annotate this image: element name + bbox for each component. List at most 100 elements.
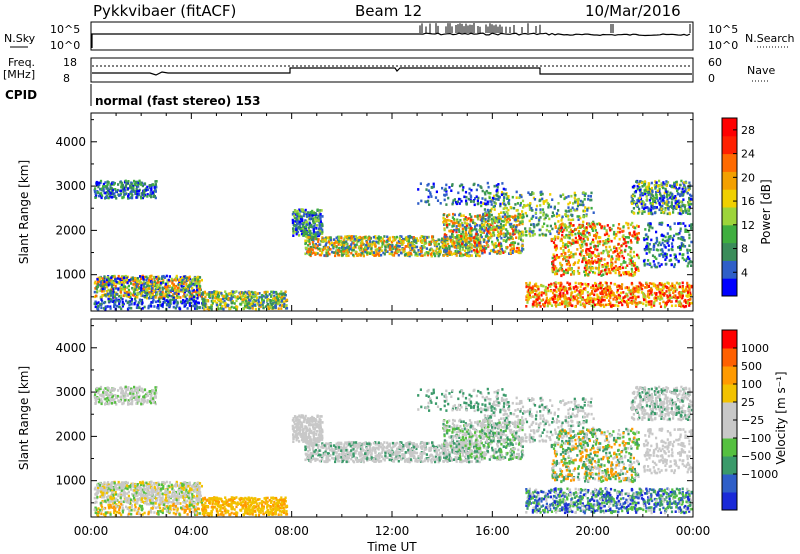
power-echo-cell	[554, 301, 557, 304]
power-echo-cell	[99, 187, 102, 191]
power-echo-cell	[106, 278, 109, 282]
power-echo-cell	[337, 243, 340, 246]
power-echo-cell	[502, 192, 505, 196]
power-echo-cell	[671, 282, 674, 285]
power-echo-cell	[183, 302, 186, 306]
power-echo-cell	[594, 247, 597, 251]
power-echo-cell	[335, 241, 338, 244]
power-echo-cell	[618, 230, 621, 234]
power-echo-cell	[522, 213, 525, 216]
power-echo-cell	[123, 285, 126, 288]
power-echo-cell	[312, 228, 315, 231]
power-echo-cell	[153, 284, 156, 288]
power-echo-cell	[453, 241, 456, 244]
power-echo-cell	[549, 205, 553, 209]
power-echo-cell	[298, 223, 301, 226]
power-echo-cell	[623, 238, 626, 241]
power-echo-cell	[150, 284, 153, 287]
power-echo-cell	[568, 209, 571, 212]
power-echo-cell	[384, 245, 387, 249]
power-echo-cell	[450, 251, 453, 254]
power-echo-cell	[493, 208, 496, 211]
power-echo-cell	[555, 215, 558, 218]
power-echo-cell	[510, 215, 513, 218]
power-echo-cell	[345, 243, 348, 246]
power-echo-cell	[219, 301, 222, 305]
power-echo-cell	[255, 293, 258, 297]
power-echo-cell	[171, 281, 174, 284]
power-echo-cell	[550, 239, 553, 243]
power-echo-cell	[369, 252, 372, 255]
power-echo-cell	[624, 300, 627, 304]
power-echo-cell	[255, 299, 258, 302]
power-echo-cell	[447, 250, 450, 254]
power-echo-cell	[111, 283, 114, 287]
power-echo-cell	[490, 213, 493, 217]
power-echo-cell	[505, 218, 508, 222]
power-echo-cell	[464, 231, 467, 234]
power-echo-cell	[319, 212, 322, 216]
power-echo-cell	[599, 281, 602, 285]
power-echo-cell	[435, 245, 439, 248]
power-echo-cell	[158, 284, 161, 287]
power-echo-cell	[662, 292, 665, 296]
power-echo-cell	[268, 307, 271, 310]
power-echo-cell	[259, 305, 262, 308]
power-echo-cell	[93, 188, 96, 192]
power-echo-cell	[588, 253, 592, 256]
power-echo-cell	[638, 288, 641, 291]
power-echo-cell	[104, 283, 107, 286]
power-echo-cell	[284, 290, 287, 294]
power-echo-cell	[210, 304, 213, 307]
power-echo-cell	[115, 282, 118, 285]
power-echo-cell	[307, 244, 310, 247]
power-echo-cell	[105, 281, 108, 284]
power-echo-cell	[564, 271, 567, 275]
power-echo-cell	[579, 232, 582, 236]
power-echo-cell	[574, 236, 577, 240]
power-echo-cell	[582, 237, 585, 241]
power-echo-cell	[122, 195, 125, 199]
power-echo-cell	[350, 251, 353, 255]
power-echo-cell	[123, 291, 126, 294]
power-echo-cell	[117, 287, 120, 290]
power-echo-cell	[134, 277, 137, 281]
power-echo-cell	[225, 292, 228, 296]
power-echo-cell	[570, 194, 573, 198]
power-echo-cell	[601, 295, 604, 299]
power-echo-cell	[180, 282, 183, 286]
power-echo-cell	[408, 254, 411, 258]
power-echo-cell	[438, 247, 441, 251]
power-echo-cell	[617, 304, 620, 308]
power-echo-cell	[256, 301, 259, 305]
power-echo-cell	[195, 292, 198, 296]
power-echo-cell	[459, 225, 462, 228]
power-echo-cell	[154, 296, 157, 299]
power-echo-cell	[509, 232, 512, 236]
power-echo-cell	[493, 204, 496, 208]
power-echo-cell	[531, 209, 534, 212]
power-echo-cell	[313, 217, 316, 220]
power-echo-cell	[186, 307, 189, 310]
power-echo-cell	[480, 204, 483, 208]
power-echo-cell	[409, 252, 413, 255]
power-echo-cell	[526, 301, 529, 304]
power-echo-cell	[226, 304, 229, 308]
power-echo-cell	[140, 294, 143, 297]
power-echo-cell	[141, 294, 144, 298]
power-echo-cell	[585, 228, 588, 232]
power-echo-cell	[577, 226, 580, 230]
power-echo-cell	[496, 252, 499, 255]
power-echo-cell	[496, 219, 499, 223]
power-echo-cell	[554, 272, 557, 276]
power-echo-cell	[498, 220, 501, 223]
power-echo-cell	[215, 303, 218, 307]
power-echo-cell	[610, 264, 614, 267]
power-echo-cell	[144, 295, 147, 299]
power-echo-cell	[548, 217, 551, 221]
power-echo-cell	[441, 244, 444, 248]
power-echo-cell	[347, 254, 350, 257]
power-echo-cell	[538, 228, 541, 232]
power-echo-cell	[514, 250, 517, 253]
power-echo-cell	[107, 196, 110, 200]
